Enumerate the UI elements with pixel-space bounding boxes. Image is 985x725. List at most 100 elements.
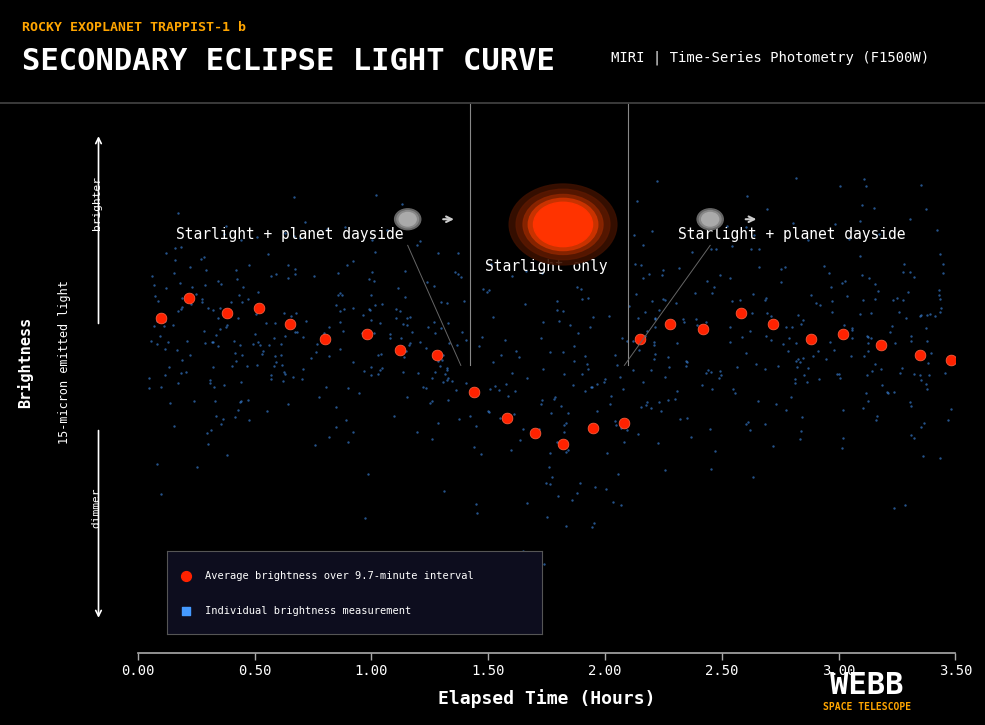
Point xyxy=(780,345,796,357)
Point xyxy=(219,320,234,331)
Point xyxy=(932,306,948,318)
Point xyxy=(434,354,450,365)
Point xyxy=(550,295,565,307)
Point xyxy=(622,300,637,312)
Point xyxy=(142,382,158,394)
Point xyxy=(703,463,719,475)
Point xyxy=(332,306,348,318)
Point xyxy=(390,282,406,294)
Point xyxy=(706,281,722,292)
Point xyxy=(582,321,598,333)
Point xyxy=(702,243,718,254)
Point xyxy=(661,361,677,373)
Point xyxy=(660,351,676,362)
Point xyxy=(751,396,766,407)
Point xyxy=(834,278,850,289)
Point xyxy=(888,293,904,304)
Point xyxy=(422,397,437,409)
Point xyxy=(386,410,402,422)
Point xyxy=(275,359,291,370)
Point xyxy=(321,321,337,333)
Point xyxy=(887,338,903,349)
Point xyxy=(515,545,531,557)
Point xyxy=(285,371,300,383)
Point xyxy=(178,366,194,378)
Point xyxy=(620,424,635,436)
Point xyxy=(196,251,212,262)
Point xyxy=(188,288,204,299)
Point xyxy=(454,326,470,337)
Point xyxy=(543,347,558,358)
Point xyxy=(584,521,600,533)
Point xyxy=(860,338,876,349)
Text: WEBB: WEBB xyxy=(830,671,903,700)
Point xyxy=(230,312,246,324)
Point xyxy=(546,393,561,405)
Point xyxy=(364,235,380,247)
Point xyxy=(559,444,575,456)
Point xyxy=(382,328,398,340)
Point xyxy=(585,422,601,434)
Point xyxy=(427,328,442,339)
Point xyxy=(785,218,801,229)
Point xyxy=(556,305,571,317)
Point xyxy=(534,333,550,344)
Point xyxy=(439,298,455,310)
Point xyxy=(233,233,249,245)
Point xyxy=(688,287,703,299)
Point xyxy=(903,335,919,347)
Point xyxy=(174,354,190,365)
Point xyxy=(249,360,265,371)
Point xyxy=(835,405,851,416)
Point xyxy=(854,199,870,211)
Point xyxy=(229,355,244,367)
Point xyxy=(824,295,840,307)
Point xyxy=(346,426,361,438)
Point xyxy=(891,307,907,318)
Point xyxy=(920,357,936,368)
Point xyxy=(657,294,673,305)
Point xyxy=(919,384,935,395)
Point xyxy=(453,271,469,283)
Point xyxy=(566,341,582,352)
Text: brighter: brighter xyxy=(92,176,101,230)
Point xyxy=(859,181,875,192)
Point xyxy=(224,360,239,372)
Point xyxy=(775,339,791,350)
Point xyxy=(647,312,663,323)
Point xyxy=(371,318,387,329)
Point xyxy=(676,316,691,328)
Point xyxy=(841,233,857,245)
Point xyxy=(912,310,928,322)
Point xyxy=(334,289,350,301)
Point xyxy=(719,220,735,231)
Point xyxy=(338,415,354,426)
Point xyxy=(655,264,671,276)
Point xyxy=(247,328,263,340)
Point xyxy=(574,293,590,304)
Point xyxy=(174,292,190,304)
Point xyxy=(316,327,332,339)
Point xyxy=(267,360,283,372)
Point xyxy=(669,337,685,349)
Point xyxy=(319,223,335,235)
Point xyxy=(351,387,366,399)
Point xyxy=(268,268,284,280)
Point xyxy=(757,294,773,305)
Point xyxy=(783,392,799,403)
Point xyxy=(169,378,185,389)
Point xyxy=(913,180,929,191)
Point xyxy=(738,221,754,233)
Point xyxy=(646,336,662,348)
Point xyxy=(628,289,644,300)
Point xyxy=(744,307,759,318)
Point xyxy=(366,299,382,311)
Point xyxy=(770,360,786,371)
Point xyxy=(402,337,418,349)
Point xyxy=(154,381,169,392)
Point xyxy=(450,247,466,259)
Point xyxy=(800,362,816,374)
Point xyxy=(906,271,922,283)
Point xyxy=(439,364,455,376)
Point xyxy=(202,378,218,389)
